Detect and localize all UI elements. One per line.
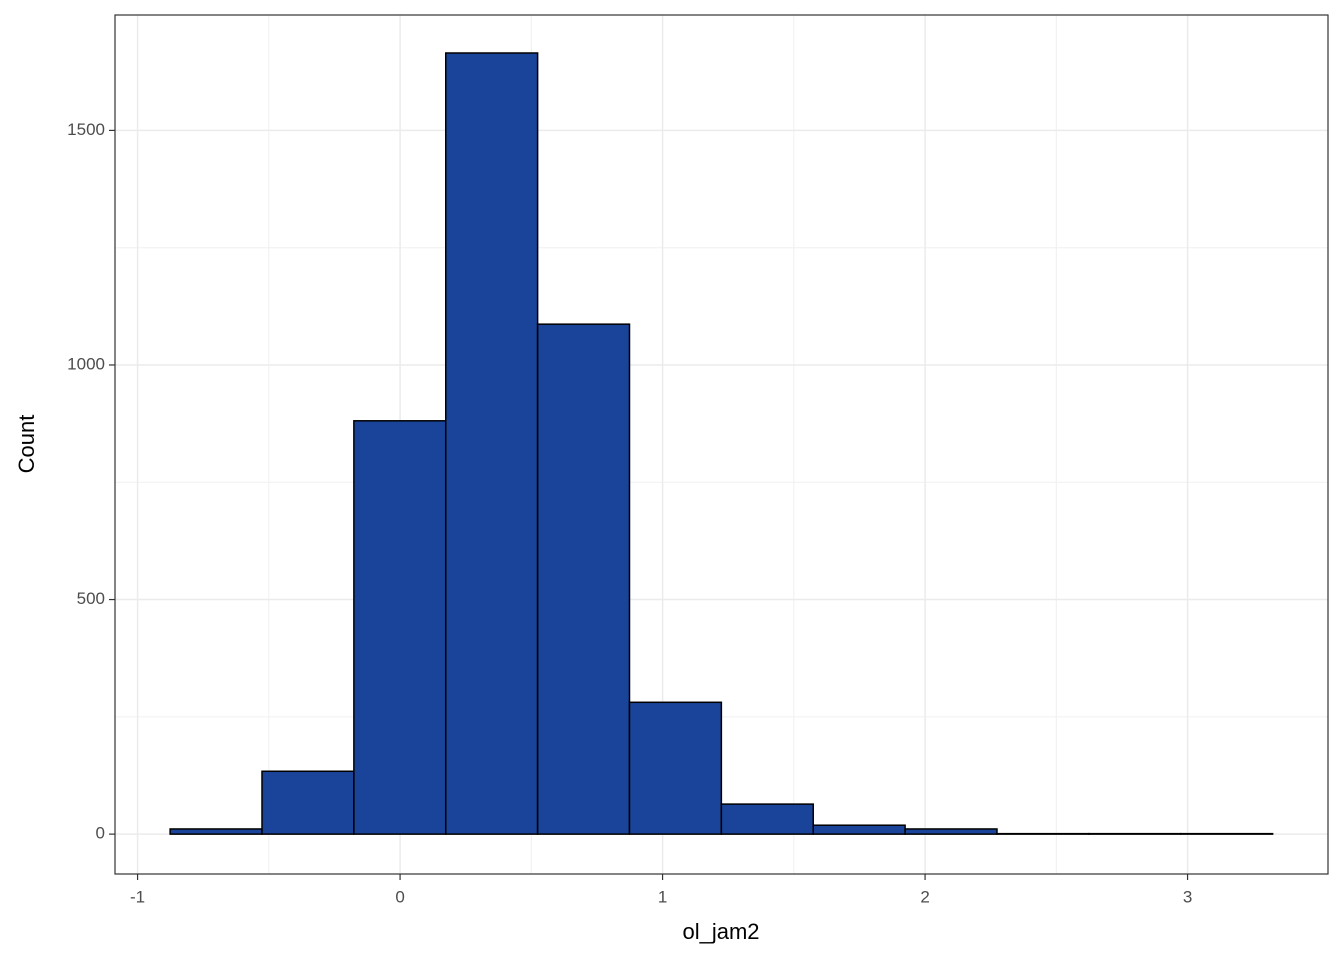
x-tick-label: 1 [658,887,667,906]
x-axis-title: ol_jam2 [682,919,759,944]
bar [444,52,539,835]
y-tick-label: 500 [77,589,105,608]
bar [353,420,447,835]
bar [169,828,263,835]
x-tick-label: 2 [920,887,929,906]
x-tick-label: 0 [395,887,404,906]
y-axis-title: Count [14,415,39,474]
y-tick-label: 1500 [67,120,105,139]
x-tick-label: 3 [1183,887,1192,906]
bar [812,824,906,835]
bar [261,770,355,835]
bar [720,803,814,835]
y-tick-label: 0 [96,824,105,843]
x-tick-label: -1 [130,887,145,906]
bar [536,323,631,835]
bar [628,701,723,835]
plot-border [114,14,1329,875]
bar [904,828,998,835]
y-tick-label: 1000 [67,354,105,373]
